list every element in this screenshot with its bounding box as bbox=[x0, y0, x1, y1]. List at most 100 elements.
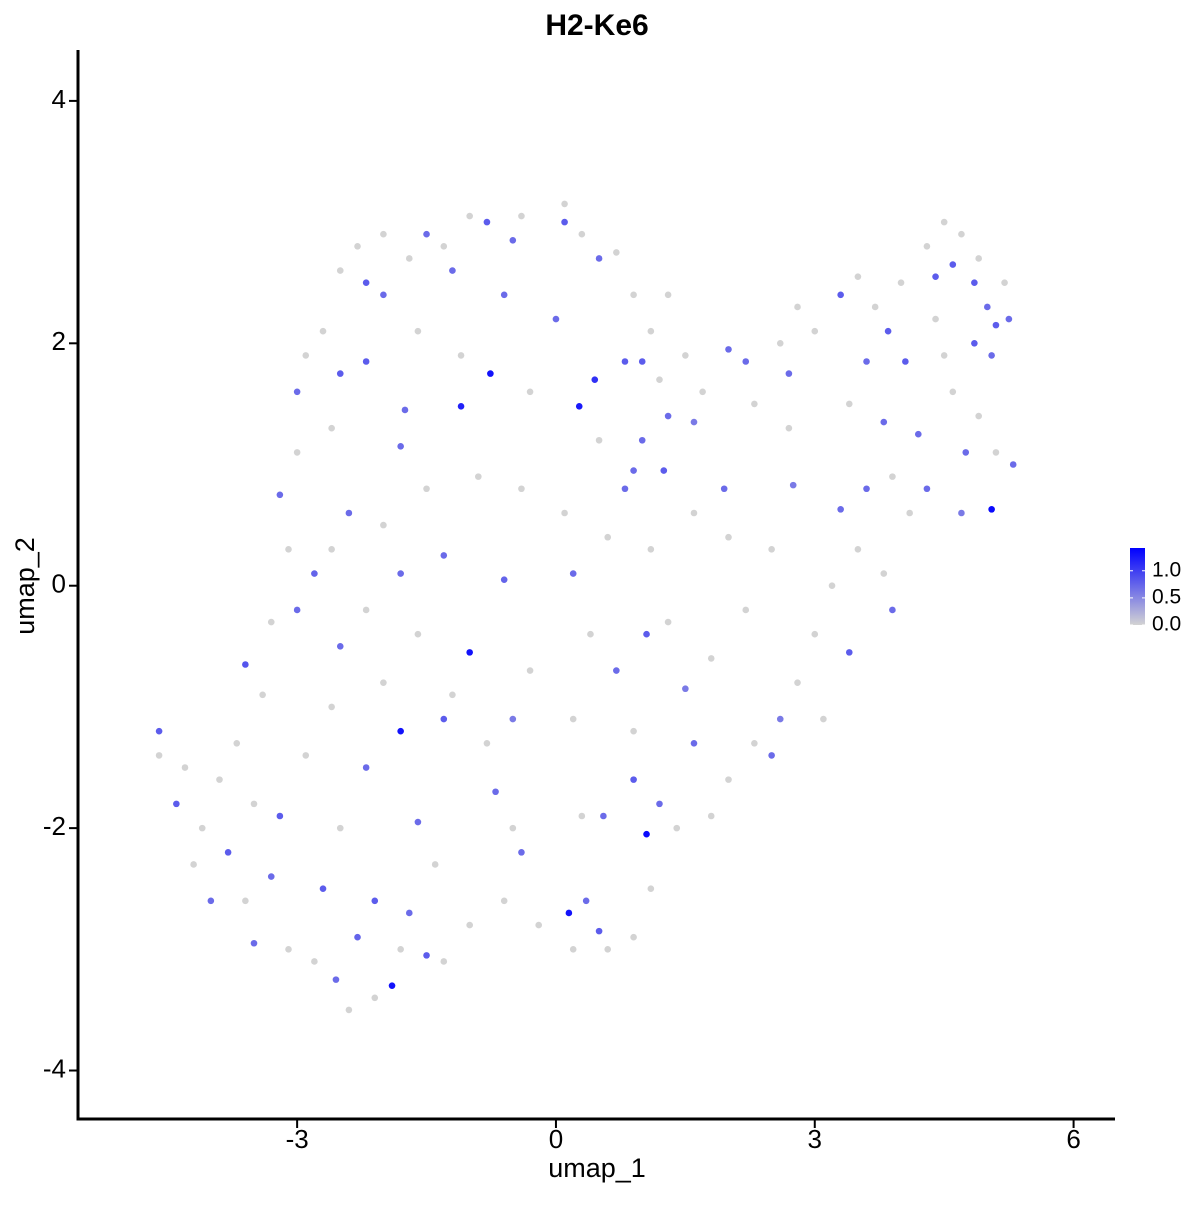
point bbox=[837, 291, 844, 299]
point bbox=[837, 506, 844, 513]
point bbox=[285, 946, 292, 953]
point bbox=[845, 400, 853, 408]
point bbox=[707, 655, 715, 662]
point bbox=[595, 927, 603, 935]
point bbox=[854, 546, 862, 553]
point bbox=[414, 327, 422, 335]
point bbox=[664, 412, 672, 420]
x-tick-label: -3 bbox=[286, 1124, 309, 1154]
point bbox=[336, 267, 344, 274]
point bbox=[518, 212, 525, 220]
point bbox=[198, 824, 206, 832]
point bbox=[699, 388, 706, 396]
point bbox=[423, 485, 430, 493]
point bbox=[664, 618, 672, 626]
point bbox=[500, 576, 508, 583]
point bbox=[371, 897, 379, 905]
point bbox=[647, 327, 655, 335]
point bbox=[311, 958, 318, 965]
point bbox=[414, 630, 422, 638]
point bbox=[362, 358, 370, 365]
point bbox=[768, 752, 775, 759]
point bbox=[224, 849, 232, 856]
point bbox=[466, 649, 473, 656]
chart-title: H2-Ke6 bbox=[545, 9, 648, 42]
point bbox=[336, 370, 344, 377]
point bbox=[423, 952, 430, 959]
y-tick-label: -4 bbox=[43, 1053, 66, 1083]
point bbox=[380, 521, 387, 529]
point bbox=[565, 909, 573, 917]
point bbox=[660, 467, 668, 474]
point bbox=[345, 509, 353, 517]
point bbox=[500, 897, 508, 905]
point bbox=[958, 230, 965, 238]
point bbox=[949, 261, 957, 268]
colorbar-label: 0.0 bbox=[1152, 613, 1181, 636]
point bbox=[742, 358, 750, 365]
point bbox=[362, 764, 370, 771]
point bbox=[742, 606, 750, 614]
point bbox=[785, 370, 793, 377]
point bbox=[621, 485, 629, 493]
point bbox=[561, 200, 568, 208]
point bbox=[397, 443, 404, 450]
point bbox=[690, 418, 698, 426]
x-tick-label: 0 bbox=[549, 1124, 563, 1154]
point bbox=[526, 667, 534, 674]
point bbox=[509, 824, 517, 832]
point bbox=[190, 861, 197, 868]
point bbox=[449, 691, 456, 699]
point bbox=[397, 727, 404, 735]
point bbox=[509, 715, 517, 723]
point bbox=[820, 715, 827, 723]
point bbox=[216, 776, 223, 783]
point bbox=[233, 739, 241, 747]
point bbox=[518, 849, 525, 856]
point bbox=[720, 485, 728, 493]
point bbox=[630, 467, 637, 474]
point bbox=[578, 812, 586, 820]
point bbox=[155, 752, 163, 759]
point bbox=[397, 570, 404, 577]
point bbox=[328, 546, 335, 553]
point bbox=[388, 982, 396, 989]
point bbox=[923, 243, 931, 250]
point bbox=[984, 303, 991, 311]
point bbox=[293, 388, 301, 396]
point bbox=[971, 279, 978, 287]
point bbox=[923, 485, 931, 493]
point bbox=[992, 321, 1000, 329]
x-tick-label: 6 bbox=[1066, 1124, 1080, 1154]
point bbox=[828, 582, 836, 590]
point bbox=[630, 933, 637, 941]
point bbox=[242, 661, 249, 668]
x-tick-label: 3 bbox=[808, 1124, 822, 1154]
point bbox=[440, 243, 448, 250]
point bbox=[621, 358, 629, 365]
point bbox=[509, 236, 517, 244]
point bbox=[871, 303, 879, 311]
point bbox=[613, 249, 620, 256]
point bbox=[656, 376, 663, 383]
point bbox=[604, 533, 612, 541]
point bbox=[725, 533, 732, 541]
point bbox=[250, 939, 258, 947]
point bbox=[643, 830, 650, 838]
point bbox=[267, 873, 275, 880]
point bbox=[311, 570, 318, 577]
point bbox=[500, 291, 508, 299]
point bbox=[638, 436, 646, 444]
point bbox=[647, 885, 655, 893]
y-tick-label: 4 bbox=[52, 84, 66, 114]
point bbox=[630, 776, 637, 783]
point bbox=[561, 509, 568, 517]
point bbox=[880, 570, 888, 577]
point bbox=[319, 885, 327, 893]
point bbox=[449, 267, 456, 274]
x-axis-label: umap_1 bbox=[548, 1153, 646, 1183]
point bbox=[466, 212, 473, 220]
point bbox=[526, 388, 534, 396]
point bbox=[259, 691, 266, 699]
point bbox=[552, 315, 560, 323]
